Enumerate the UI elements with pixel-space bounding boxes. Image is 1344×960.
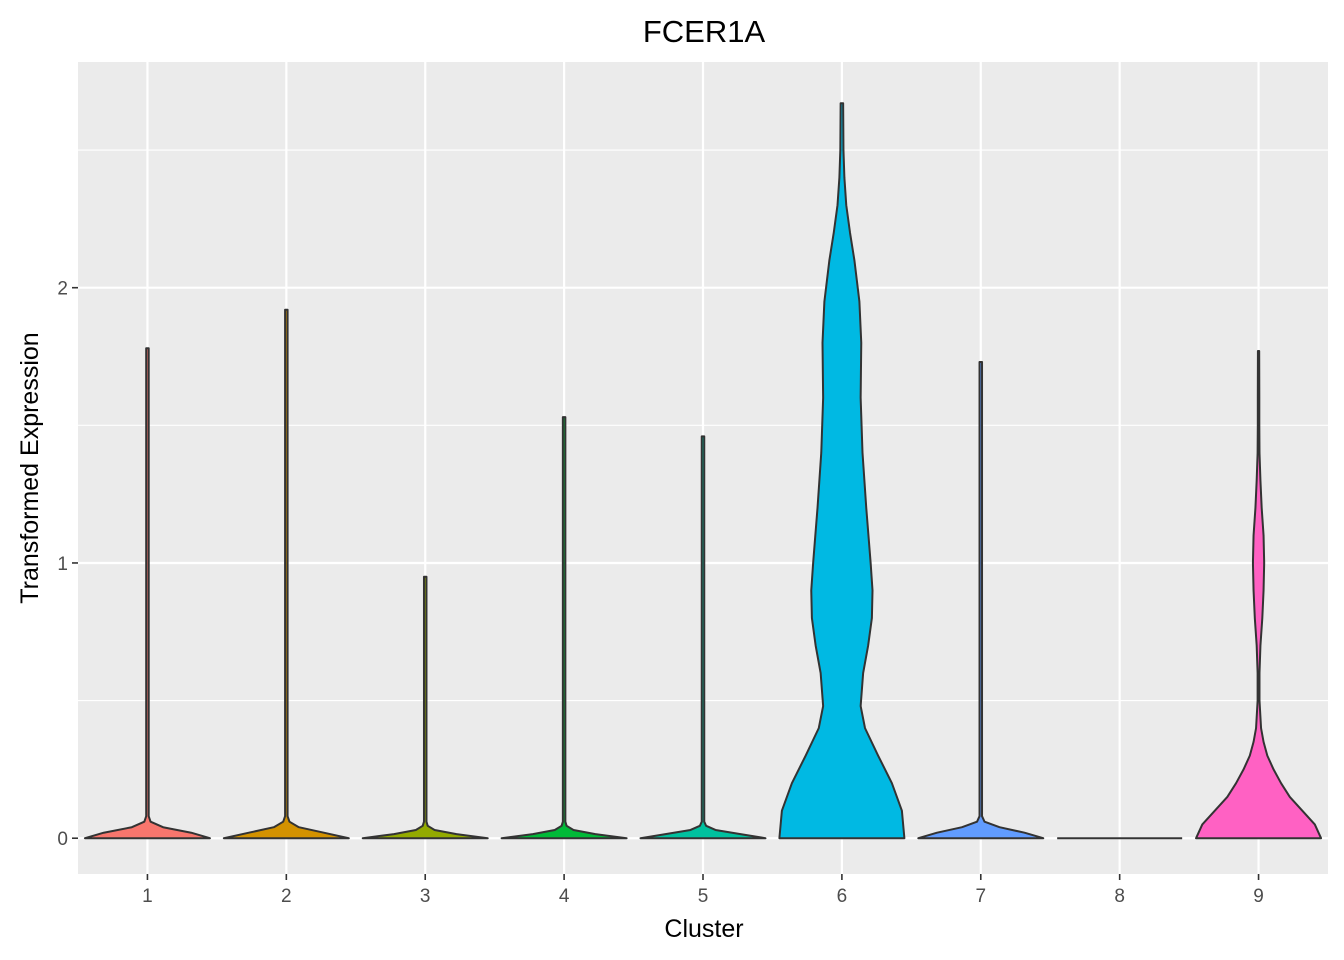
y-tick-label: 0 [57, 829, 68, 850]
x-tick-label: 4 [559, 886, 570, 907]
violin-cluster-9 [1195, 350, 1323, 840]
x-tick-label: 1 [142, 886, 153, 907]
violin-shape [917, 361, 1045, 840]
violin-shape [83, 347, 211, 840]
x-tick-label: 8 [1114, 886, 1125, 907]
x-tick-label: 3 [420, 886, 431, 907]
y-axis-title: Transformed Expression [16, 332, 44, 603]
violin-cluster-6 [778, 102, 906, 840]
x-axis-title: Cluster [664, 915, 743, 943]
violin-cluster-4 [500, 416, 628, 840]
x-tick-label: 2 [281, 886, 292, 907]
violin-cluster-2 [222, 308, 350, 840]
y-tick-label: 2 [57, 279, 68, 300]
violin-cluster-5 [639, 435, 767, 840]
chart-title: FCER1A [643, 14, 766, 49]
violin-shape [222, 308, 350, 840]
x-tick-label: 9 [1253, 886, 1264, 907]
violin-shape [361, 575, 489, 840]
x-tick-label: 5 [698, 886, 709, 907]
violins [83, 102, 1323, 840]
x-tick-label: 6 [837, 886, 848, 907]
y-axis: 0 1 2 [57, 279, 78, 850]
violin-shape [1195, 350, 1323, 840]
x-axis: 1 2 3 4 5 6 7 8 9 [142, 874, 1264, 907]
violin-cluster-3 [361, 575, 489, 840]
violin-shape [778, 102, 906, 840]
violin-cluster-1 [83, 347, 211, 840]
violin-cluster-7 [917, 361, 1045, 840]
x-tick-label: 7 [975, 886, 986, 907]
y-tick-label: 1 [57, 554, 68, 575]
violin-shape [500, 416, 628, 840]
violin-shape [639, 435, 767, 840]
